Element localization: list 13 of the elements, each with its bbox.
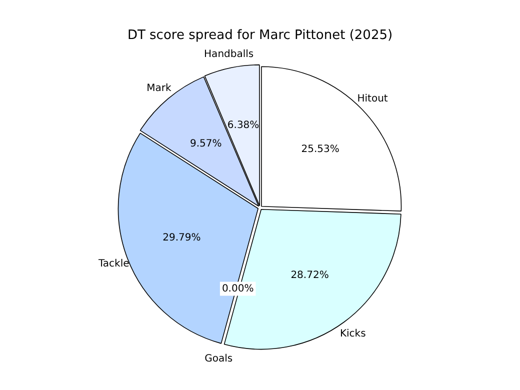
data-label: 25.53% — [301, 144, 340, 156]
slice-label: Tackle — [97, 258, 130, 270]
slice-label: Kicks — [340, 328, 366, 340]
text: 0.00% — [222, 283, 254, 294]
data-label: 29.79% — [162, 232, 201, 244]
chart-title: DT score spread for Marc Pittonet (2025) — [127, 28, 393, 44]
data-label: 9.57% — [190, 138, 222, 150]
category-label: Goals — [204, 353, 233, 364]
slice-label: Handballs — [204, 48, 254, 60]
slice-label: Hitout — [357, 94, 388, 105]
data-label: 6.38% — [227, 120, 260, 132]
slice-label: Mark — [146, 82, 172, 94]
data-label: 28.72% — [290, 270, 329, 281]
